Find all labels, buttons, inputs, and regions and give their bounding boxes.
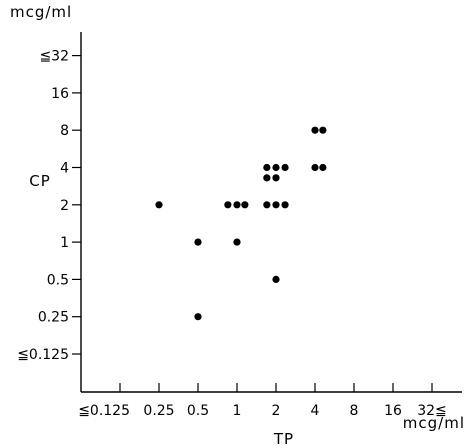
ticks: ≦0.125 0.25 0.5 1 2 4 8 16 ≦32 ≦0.125 0.25 0.5 1 2 4 8 1… — [17, 49, 447, 419]
y-tick-label: 0.25 — [38, 310, 69, 326]
data-point — [319, 163, 327, 172]
y-tick-label: 0.5 — [47, 272, 69, 288]
y-tick-label: 16 — [51, 86, 69, 102]
data-point — [241, 201, 249, 209]
data-point — [155, 201, 163, 209]
x-tick-label: 4 — [311, 403, 320, 419]
x-tick-label: 32≦ — [417, 403, 447, 419]
data-point — [233, 238, 241, 246]
data-point — [272, 163, 280, 172]
data-point — [272, 174, 280, 182]
axis-labels: mcg/ml CP TP mcg/ml — [10, 3, 465, 448]
data-point — [311, 126, 319, 134]
data-point — [263, 201, 271, 209]
data-point — [319, 126, 327, 134]
data-points — [155, 126, 327, 321]
data-point — [272, 201, 280, 209]
y-tick-label: 2 — [60, 198, 69, 214]
y-axis-unit: mcg/ml — [10, 3, 72, 21]
data-point — [311, 163, 319, 172]
data-point — [194, 238, 202, 246]
data-point — [224, 201, 232, 209]
x-tick-label: 1 — [233, 403, 242, 419]
data-point — [281, 163, 289, 172]
axes — [80, 32, 462, 393]
x-tick-label: 2 — [272, 403, 281, 419]
y-tick-label: ≦32 — [39, 49, 69, 65]
data-point — [281, 201, 289, 209]
x-axis-title: TP — [273, 430, 294, 448]
x-tick-label: 0.5 — [187, 403, 209, 419]
x-tick-label: 0.25 — [143, 403, 174, 419]
data-point — [263, 163, 271, 172]
data-point — [272, 275, 280, 283]
y-tick-label: 8 — [60, 123, 69, 139]
y-axis-title: CP — [29, 172, 51, 190]
y-tick-label: 1 — [60, 235, 69, 251]
data-point — [194, 313, 202, 321]
x-tick-label: ≦0.125 — [78, 403, 130, 419]
data-point — [233, 201, 241, 209]
y-tick-label: 4 — [60, 161, 69, 177]
x-tick-label: 8 — [350, 403, 359, 419]
x-axis-unit: mcg/ml — [403, 414, 465, 432]
y-tick-label: ≦0.125 — [17, 347, 69, 363]
x-tick-label: 16 — [384, 403, 402, 419]
data-point — [263, 174, 271, 182]
